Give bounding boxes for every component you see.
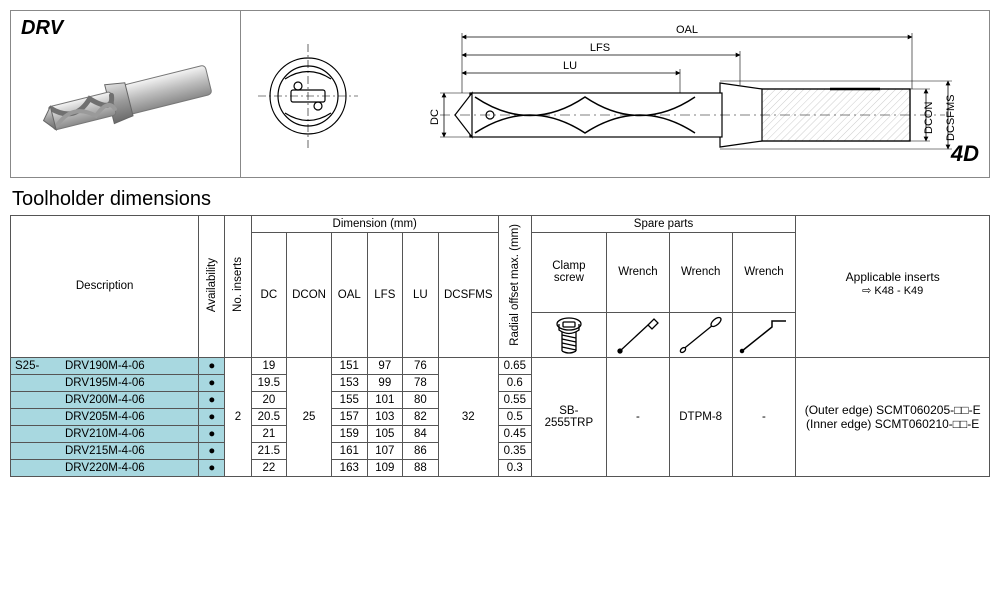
cell-lfs: 105 — [367, 425, 403, 442]
cell-radial-offset: 0.3 — [498, 459, 531, 476]
th-wrench2: Wrench — [669, 233, 732, 313]
label-dcon: DCON — [923, 102, 935, 134]
table-row: S25-DRV190M-4-06●219251519776320.65SB-25… — [11, 357, 990, 374]
cell-description: DRV205M-4-06 — [11, 408, 199, 425]
cell-lu: 88 — [403, 459, 439, 476]
cell-description: DRV200M-4-06 — [11, 391, 199, 408]
cell-dc: 21 — [251, 425, 287, 442]
th-lu: LU — [403, 233, 439, 358]
cell-dcsfms: 32 — [438, 357, 498, 476]
cell-lfs: 103 — [367, 408, 403, 425]
cell-radial-offset: 0.6 — [498, 374, 531, 391]
cell-lfs: 99 — [367, 374, 403, 391]
label-lu: LU — [563, 60, 577, 72]
cell-lu: 80 — [403, 391, 439, 408]
th-no-inserts: No. inserts — [230, 251, 246, 318]
th-dimension-group: Dimension (mm) — [251, 216, 498, 233]
cell-availability: ● — [199, 442, 225, 459]
product-code: DRV — [21, 17, 230, 40]
icon-wrench-hex — [732, 312, 796, 357]
cell-radial-offset: 0.35 — [498, 442, 531, 459]
cell-dc: 20.5 — [251, 408, 287, 425]
cell-radial-offset: 0.65 — [498, 357, 531, 374]
product-image — [21, 40, 230, 160]
label-oal: OAL — [676, 24, 698, 36]
cell-no-inserts: 2 — [225, 357, 251, 476]
cell-lfs: 97 — [367, 357, 403, 374]
label-dc: DC — [429, 109, 441, 125]
cell-lu: 78 — [403, 374, 439, 391]
icon-clamp-screw — [531, 312, 606, 357]
cell-radial-offset: 0.55 — [498, 391, 531, 408]
cell-lu: 82 — [403, 408, 439, 425]
cell-availability: ● — [199, 425, 225, 442]
cell-oal: 153 — [331, 374, 367, 391]
cell-availability: ● — [199, 374, 225, 391]
diagram-cell: OAL LFS LU DC DCON DCSFMS 4D — [241, 11, 989, 177]
th-spare-parts: Spare parts — [531, 216, 796, 233]
cell-oal: 155 — [331, 391, 367, 408]
cell-description: S25-DRV190M-4-06 — [11, 357, 199, 374]
cell-description: DRV215M-4-06 — [11, 442, 199, 459]
cell-dc: 19 — [251, 357, 287, 374]
cell-lu: 76 — [403, 357, 439, 374]
cell-lu: 86 — [403, 442, 439, 459]
cell-availability: ● — [199, 391, 225, 408]
side-view-diagram: OAL LFS LU DC DCON DCSFMS — [383, 19, 977, 169]
cell-lu: 84 — [403, 425, 439, 442]
front-view-diagram — [253, 34, 363, 154]
product-cell: DRV — [11, 11, 241, 177]
cell-dc: 19.5 — [251, 374, 287, 391]
header-panel: DRV — [10, 10, 990, 178]
th-wrench3: Wrench — [732, 233, 796, 313]
cell-dcon: 25 — [287, 357, 332, 476]
cell-availability: ● — [199, 357, 225, 374]
cell-clamp-screw: SB-2555TRP — [531, 357, 606, 476]
cell-dc: 21.5 — [251, 442, 287, 459]
cell-radial-offset: 0.45 — [498, 425, 531, 442]
spec-table: Description Availability No. inserts Dim… — [10, 215, 990, 477]
cell-applicable-inserts: (Outer edge) SCMT060205-□□-E(Inner edge)… — [796, 357, 990, 476]
icon-wrench-torx — [607, 312, 670, 357]
cell-oal: 161 — [331, 442, 367, 459]
th-wrench1: Wrench — [607, 233, 670, 313]
cell-description: DRV210M-4-06 — [11, 425, 199, 442]
cell-oal: 157 — [331, 408, 367, 425]
cell-availability: ● — [199, 459, 225, 476]
th-availability: Availability — [204, 252, 220, 318]
cell-lfs: 101 — [367, 391, 403, 408]
th-lfs: LFS — [367, 233, 403, 358]
th-applicable-inserts: Applicable inserts — [800, 270, 985, 284]
cell-lfs: 107 — [367, 442, 403, 459]
cell-lfs: 109 — [367, 459, 403, 476]
cell-wrench2: DTPM-8 — [669, 357, 732, 476]
cell-dc: 22 — [251, 459, 287, 476]
cell-oal: 163 — [331, 459, 367, 476]
cell-wrench3: - — [732, 357, 796, 476]
icon-wrench-flat — [669, 312, 732, 357]
cell-description: DRV220M-4-06 — [11, 459, 199, 476]
th-dc: DC — [251, 233, 287, 358]
th-clamp-screw: Clamp screw — [531, 233, 606, 313]
cell-availability: ● — [199, 408, 225, 425]
cell-oal: 151 — [331, 357, 367, 374]
ratio-label: 4D — [951, 141, 979, 167]
cell-oal: 159 — [331, 425, 367, 442]
th-description: Description — [11, 216, 199, 358]
th-dcsfms: DCSFMS — [438, 233, 498, 358]
cell-dc: 20 — [251, 391, 287, 408]
cell-description: DRV195M-4-06 — [11, 374, 199, 391]
th-dcon: DCON — [287, 233, 332, 358]
label-lfs: LFS — [590, 42, 610, 54]
section-title: Toolholder dimensions — [12, 188, 990, 211]
th-radial-offset: Radial offset max. (mm) — [507, 218, 523, 352]
th-oal: OAL — [331, 233, 367, 358]
th-inserts-ref: ⇨ K48 - K49 — [800, 284, 985, 297]
cell-wrench1: - — [607, 357, 670, 476]
label-dcsfms: DCSFMS — [945, 95, 957, 141]
cell-radial-offset: 0.5 — [498, 408, 531, 425]
